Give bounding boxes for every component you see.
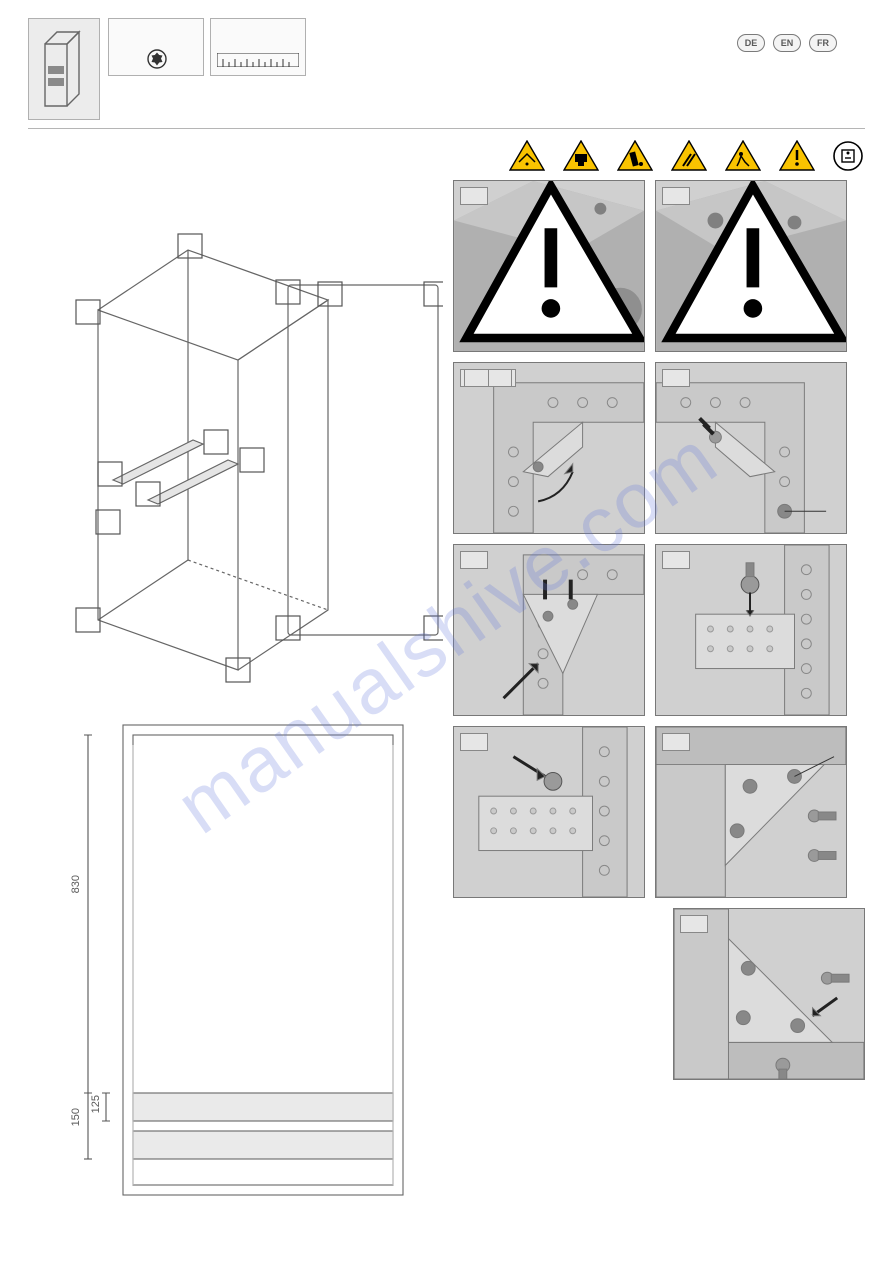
step-panel-gusset-lower (673, 908, 865, 1080)
front-elevation-diagram: 830 150 125 (28, 715, 443, 1215)
header-strip: DE EN FR (28, 18, 865, 128)
step-panel-corner1: 1 (453, 180, 645, 352)
step-label (680, 915, 708, 933)
ruler-icon (217, 53, 299, 67)
hazard-tools-icon (671, 140, 707, 172)
step-panel-corner2: 2 (655, 180, 847, 352)
mandatory-readmanual-icon (833, 141, 863, 171)
lang-fr-pill: FR (809, 34, 837, 52)
hazard-crush-icon (563, 140, 599, 172)
step-label (662, 733, 690, 751)
dim-c-label: 125 (90, 1095, 102, 1113)
overview-iso-diagram (28, 180, 443, 700)
step-panel-rail-screw (655, 544, 847, 716)
step-panel-rail-bolt (453, 726, 645, 898)
hazard-pinch-icon (509, 140, 545, 172)
header-divider (28, 128, 865, 129)
language-pills: DE EN FR (737, 34, 837, 52)
warning-icon (660, 180, 847, 347)
step-panel-gusset-top (453, 544, 645, 716)
hazard-trip-icon (725, 140, 761, 172)
step-panel-bracket-rotate (453, 362, 645, 534)
torx-icon (147, 49, 167, 69)
step-label-pair (460, 369, 516, 387)
warning-icon (458, 180, 645, 347)
safety-icon-row (509, 140, 863, 172)
lang-en-pill: EN (773, 34, 801, 52)
lang-de-pill: DE (737, 34, 765, 52)
step-label (662, 551, 690, 569)
dim-a-label: 830 (70, 875, 82, 893)
step-label (460, 733, 488, 751)
step-panel-gusset-corner (655, 726, 847, 898)
dim-b-label: 150 (70, 1108, 82, 1126)
step-label (662, 369, 690, 387)
thumbnail-cabinet (28, 18, 100, 120)
hazard-tilt-icon (617, 140, 653, 172)
step-panel-bracket-screw (655, 362, 847, 534)
cabinet-mini-icon (37, 26, 91, 112)
hazard-generic-icon (779, 140, 815, 172)
tool-card-ruler (210, 18, 306, 76)
step-label (460, 551, 488, 569)
tool-card-torx (108, 18, 204, 76)
